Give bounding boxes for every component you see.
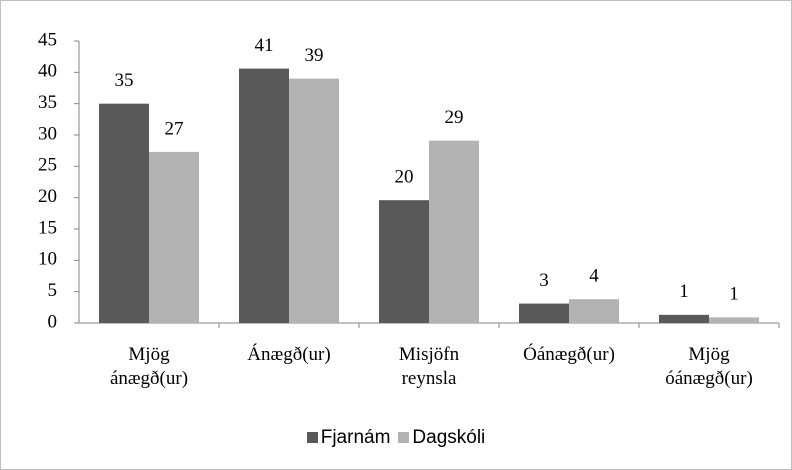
x-tick-label: Misjöfn reynsla	[398, 344, 460, 389]
bar	[239, 68, 289, 323]
bar	[149, 151, 199, 323]
value-label: 27	[165, 118, 184, 139]
y-tick-label: 20	[38, 186, 57, 207]
bar	[379, 200, 429, 323]
legend-label: Fjarnám	[320, 427, 391, 448]
y-tick-label: 40	[38, 61, 57, 82]
legend-swatch	[398, 432, 410, 443]
x-tick-label: Mjög óánægð(ur)	[665, 344, 753, 389]
x-tick-label: Mjög ánægð(ur)	[109, 344, 189, 389]
legend-swatch	[306, 432, 318, 443]
y-tick-label: 10	[38, 249, 57, 270]
x-tick-label: Ánægð(ur)	[247, 344, 331, 365]
bar	[99, 103, 149, 324]
bar	[289, 78, 339, 323]
value-label: 4	[589, 266, 599, 287]
value-label: 1	[729, 284, 739, 305]
y-tick-label: 25	[38, 155, 57, 176]
bar	[519, 303, 569, 323]
value-label: 39	[305, 45, 324, 66]
bar	[569, 299, 619, 323]
value-label: 1	[679, 281, 689, 302]
y-tick-label: 5	[48, 280, 58, 301]
value-label: 29	[445, 107, 464, 128]
bar	[429, 140, 479, 323]
legend-label: Dagskóli	[412, 427, 486, 448]
legend-item: Fjarnám	[306, 427, 391, 449]
value-label: 35	[115, 70, 134, 91]
value-label: 3	[539, 270, 549, 291]
y-tick-label: 0	[48, 311, 58, 332]
legend-item: Dagskóli	[398, 427, 485, 449]
bar	[659, 314, 709, 323]
x-tick-label: Óánægð(ur)	[523, 344, 615, 365]
y-tick-label: 15	[38, 217, 57, 238]
y-tick-label: 45	[38, 29, 57, 50]
value-label: 20	[395, 167, 414, 188]
value-label: 41	[255, 35, 274, 56]
bar	[709, 317, 759, 323]
y-tick-label: 30	[38, 123, 57, 144]
y-tick-label: 35	[38, 92, 57, 113]
legend: Fjarnám Dagskóli	[1, 427, 791, 449]
